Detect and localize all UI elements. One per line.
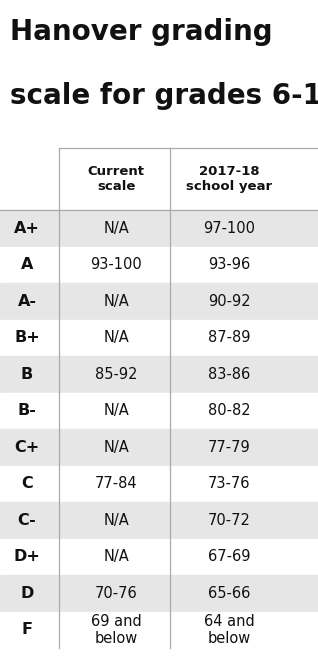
Text: 70-72: 70-72	[208, 513, 250, 528]
Text: 97-100: 97-100	[203, 220, 255, 236]
Text: N/A: N/A	[103, 549, 129, 564]
Text: D+: D+	[14, 549, 40, 564]
Text: Current
scale: Current scale	[87, 165, 145, 193]
Bar	[0, 539, 318, 575]
Text: 2017-18
school year: 2017-18 school year	[186, 165, 272, 193]
Text: 80-82: 80-82	[208, 403, 250, 418]
Text: B: B	[21, 367, 33, 382]
Bar	[0, 575, 318, 612]
Bar	[0, 465, 318, 502]
Text: B-: B-	[17, 403, 37, 418]
Text: C+: C+	[14, 440, 40, 455]
Text: C: C	[21, 476, 33, 491]
Text: A-: A-	[17, 293, 37, 309]
Bar	[0, 392, 318, 429]
Text: 73-76: 73-76	[208, 476, 250, 491]
Text: N/A: N/A	[103, 513, 129, 528]
Text: F: F	[22, 622, 32, 637]
Text: 90-92: 90-92	[208, 293, 250, 309]
Text: N/A: N/A	[103, 440, 129, 455]
Text: 67-69: 67-69	[208, 549, 250, 564]
Text: A+: A+	[14, 220, 40, 236]
Bar	[0, 283, 318, 319]
Text: D: D	[20, 586, 34, 601]
Text: N/A: N/A	[103, 293, 129, 309]
Text: A: A	[21, 257, 33, 272]
Text: 77-84: 77-84	[95, 476, 137, 491]
Text: 87-89: 87-89	[208, 330, 250, 345]
Text: C-: C-	[18, 513, 36, 528]
Text: Hanover grading: Hanover grading	[10, 18, 272, 46]
Text: scale for grades 6-12: scale for grades 6-12	[10, 82, 318, 110]
Text: N/A: N/A	[103, 220, 129, 236]
Bar	[0, 356, 318, 392]
Text: 93-96: 93-96	[208, 257, 250, 272]
Text: 85-92: 85-92	[95, 367, 137, 382]
Text: 83-86: 83-86	[208, 367, 250, 382]
Bar	[0, 246, 318, 283]
Text: 70-76: 70-76	[95, 586, 137, 601]
Bar	[0, 612, 318, 648]
Bar	[0, 210, 318, 246]
Text: N/A: N/A	[103, 403, 129, 418]
Text: 69 and
below: 69 and below	[91, 614, 142, 646]
Text: 64 and
below: 64 and below	[204, 614, 254, 646]
Bar	[0, 429, 318, 465]
Text: B+: B+	[14, 330, 40, 345]
Text: N/A: N/A	[103, 330, 129, 345]
Text: 93-100: 93-100	[90, 257, 142, 272]
Bar	[0, 319, 318, 356]
Bar	[0, 502, 318, 539]
Text: 77-79: 77-79	[208, 440, 250, 455]
Text: 65-66: 65-66	[208, 586, 250, 601]
